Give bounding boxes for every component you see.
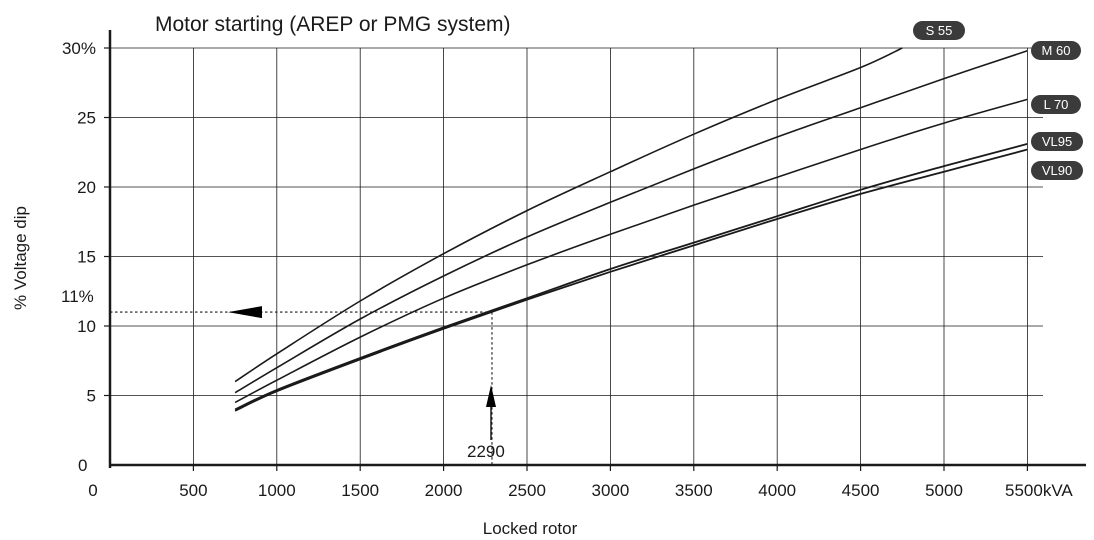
annotation-y-label: 11% xyxy=(61,287,94,306)
y-tick-label-5: 5 xyxy=(87,387,96,406)
x-tick-label-1000: 1000 xyxy=(258,481,296,500)
series-badge-l-70 xyxy=(1031,95,1081,114)
x-tick-label-4000: 4000 xyxy=(758,481,796,500)
series-badge-label-vl95: VL95 xyxy=(1042,134,1072,149)
example-annotation: 2290 11% xyxy=(61,287,505,465)
series-badge-label-l-70: L 70 xyxy=(1044,97,1069,112)
series-badge-vl90 xyxy=(1031,161,1083,180)
series-lines xyxy=(234,47,1028,412)
series-badge-label-vl90: VL90 xyxy=(1042,163,1072,178)
series-line-s-55 xyxy=(234,47,903,383)
series-badge-vl95 xyxy=(1031,132,1083,151)
x-tick-label-0: 0 xyxy=(88,481,97,500)
tick-labels: 0 500 1000 1500 2000 2500 3000 3500 4000 4500 5000… xyxy=(62,39,1073,500)
series-line-vl95 xyxy=(234,143,1028,411)
chart-title: Motor starting (AREP or PMG system) xyxy=(155,13,511,36)
series-badge-label-m-60: M 60 xyxy=(1042,43,1071,58)
x-tick-label-5000: 5000 xyxy=(925,481,963,500)
x-tick-label-1500: 1500 xyxy=(341,481,379,500)
x-axis-title: Locked rotor xyxy=(483,519,578,538)
annotation-x-label: 2290 xyxy=(467,442,505,461)
series-line-m-60 xyxy=(234,50,1028,394)
x-tick-label-500: 500 xyxy=(179,481,207,500)
x-tick-label-2000: 2000 xyxy=(425,481,463,500)
annotation-left-arrow-head xyxy=(228,306,262,319)
x-tick-label-4500: 4500 xyxy=(842,481,880,500)
y-tick-label-25: 25 xyxy=(77,109,96,128)
y-tick-label-15: 15 xyxy=(77,248,96,267)
series-line-l-70 xyxy=(234,98,1028,404)
y-tick-label-10: 10 xyxy=(77,317,96,336)
series-badge-label-s-55: S 55 xyxy=(926,23,953,38)
x-tick-label-2500: 2500 xyxy=(508,481,546,500)
y-tick-label-20: 20 xyxy=(77,178,96,197)
x-tick-label-3000: 3000 xyxy=(591,481,629,500)
series-badge-s-55 xyxy=(913,21,965,40)
x-tick-label-5500: 5500kVA xyxy=(1005,481,1073,500)
series-labels: S 55 M 60 L 70 VL95 VL90 xyxy=(913,21,1083,180)
annotation-up-arrow-head xyxy=(486,385,496,407)
axes xyxy=(104,30,1086,471)
y-axis-title: % Voltage dip xyxy=(11,206,30,310)
series-line-vl90 xyxy=(234,148,1028,412)
series-badge-m-60 xyxy=(1031,41,1081,60)
y-tick-label-0: 0 xyxy=(78,456,87,475)
y-tick-label-30: 30% xyxy=(62,39,96,58)
x-tick-label-3500: 3500 xyxy=(675,481,713,500)
